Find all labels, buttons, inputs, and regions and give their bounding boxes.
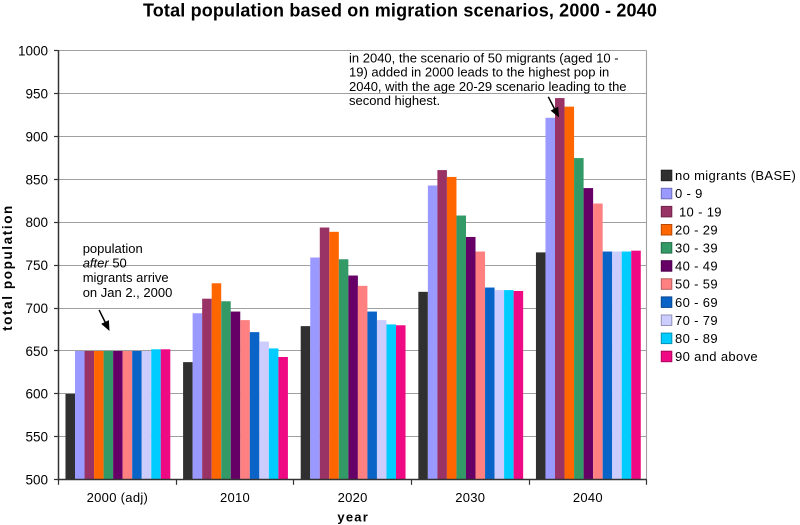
svg-text:on Jan 2., 2000: on Jan 2., 2000 [83, 285, 173, 300]
svg-text:60 - 69: 60 - 69 [675, 295, 718, 310]
svg-text:migrants arrive: migrants arrive [83, 270, 169, 285]
svg-text:90 and above: 90 and above [675, 349, 758, 364]
svg-text:500: 500 [25, 472, 48, 487]
svg-text:2040: 2040 [573, 490, 603, 505]
svg-text:700: 700 [25, 301, 48, 316]
svg-text:second highest.: second highest. [349, 93, 440, 108]
svg-text:no migrants (BASE): no migrants (BASE) [675, 168, 796, 183]
svg-text:600: 600 [25, 387, 48, 402]
svg-text:70 - 79: 70 - 79 [675, 313, 718, 328]
svg-text:80 - 89: 80 - 89 [675, 331, 718, 346]
svg-text:10 - 19: 10 - 19 [675, 204, 722, 219]
svg-text:Total population based on migr: Total population based on migration scen… [143, 1, 657, 21]
svg-text:850: 850 [25, 172, 48, 187]
svg-text:2030: 2030 [455, 490, 485, 505]
svg-text:19) added in 2000 leads to the: 19) added in 2000 leads to the highest p… [349, 65, 609, 80]
svg-text:year: year [337, 510, 369, 525]
svg-text:30 - 39: 30 - 39 [675, 241, 718, 256]
svg-text:in 2040, the scenario of 50 mi: in 2040, the scenario of 50 migrants (ag… [349, 50, 619, 65]
svg-text:2010: 2010 [220, 490, 250, 505]
svg-text:2000 (adj): 2000 (adj) [87, 490, 149, 505]
svg-text:population: population [83, 241, 143, 256]
svg-text:50 - 59: 50 - 59 [675, 277, 718, 292]
svg-text:750: 750 [25, 258, 48, 273]
svg-text:800: 800 [25, 215, 48, 230]
svg-text:after 50: after 50 [83, 256, 127, 271]
svg-text:950: 950 [25, 87, 48, 102]
svg-text:20 - 29: 20 - 29 [675, 222, 718, 237]
svg-text:550: 550 [25, 430, 48, 445]
svg-text:2020: 2020 [338, 490, 368, 505]
svg-text:total population: total population [0, 204, 15, 331]
svg-text:650: 650 [25, 344, 48, 359]
svg-text:900: 900 [25, 129, 48, 144]
svg-text:1000: 1000 [18, 44, 48, 59]
svg-text:40 - 49: 40 - 49 [675, 259, 718, 274]
svg-text:0 - 9: 0 - 9 [675, 186, 703, 201]
svg-text:2040, with the age 20-29 scena: 2040, with the age 20-29 scenario leadin… [349, 79, 627, 94]
